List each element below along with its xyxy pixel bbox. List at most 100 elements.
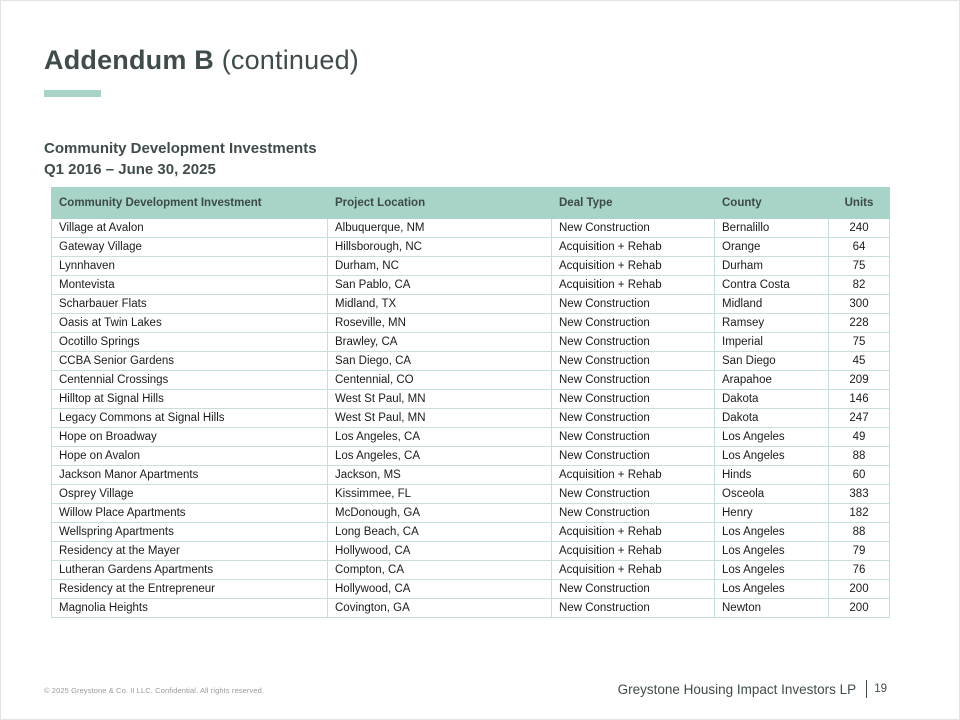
cell-investment: CCBA Senior Gardens (51, 351, 328, 371)
cell-county: Bernalillo (714, 218, 829, 238)
cell-county: Los Angeles (714, 446, 829, 466)
table-row: Residency at the Entrepreneur Hollywood, … (51, 579, 890, 599)
cell-deal-type: New Construction (551, 427, 715, 447)
cell-units: 200 (828, 579, 890, 599)
cell-county: Dakota (714, 389, 829, 409)
cell-investment: Residency at the Entrepreneur (51, 579, 328, 599)
cell-project-location: Long Beach, CA (327, 522, 552, 542)
cell-deal-type: Acquisition + Rehab (551, 541, 715, 561)
cell-project-location: Los Angeles, CA (327, 446, 552, 466)
cell-units: 182 (828, 503, 890, 523)
page-title: Addendum B (continued) (44, 45, 359, 76)
column-header-county: County (714, 187, 829, 219)
cell-project-location: Albuquerque, NM (327, 218, 552, 238)
cell-project-location: West St Paul, MN (327, 408, 552, 428)
copyright-notice: © 2025 Greystone & Co. II LLC. Confident… (44, 686, 265, 695)
cell-investment: Osprey Village (51, 484, 328, 504)
table-row: Residency at the Mayer Hollywood, CA Acqui… (51, 541, 890, 561)
cell-deal-type: New Construction (551, 351, 715, 371)
cell-investment: Residency at the Mayer (51, 541, 328, 561)
subtitle-line-2: Q1 2016 – June 30, 2025 (44, 161, 216, 178)
cell-project-location: Kissimmee, FL (327, 484, 552, 504)
cell-project-location: Hollywood, CA (327, 541, 552, 561)
table-row: CCBA Senior Gardens San Diego, CA New Cons… (51, 351, 890, 371)
cell-project-location: Roseville, MN (327, 313, 552, 333)
cell-county: Los Angeles (714, 541, 829, 561)
cell-county: Los Angeles (714, 560, 829, 580)
cell-units: 228 (828, 313, 890, 333)
column-header-deal-type: Deal Type (551, 187, 715, 219)
cell-units: 76 (828, 560, 890, 580)
cell-deal-type: Acquisition + Rehab (551, 237, 715, 257)
cell-county: Contra Costa (714, 275, 829, 295)
column-header-units: Units (828, 187, 890, 219)
cell-investment: Hilltop at Signal Hills (51, 389, 328, 409)
table-subtitle: Community Development Investments Q1 201… (44, 138, 317, 180)
table-row: Osprey Village Kissimmee, FL New Construct… (51, 484, 890, 504)
cell-county: Osceola (714, 484, 829, 504)
cell-project-location: West St Paul, MN (327, 389, 552, 409)
cell-units: 75 (828, 256, 890, 276)
cell-deal-type: New Construction (551, 408, 715, 428)
table-row: Montevista San Pablo, CA Acquisition + Reh… (51, 275, 890, 295)
cell-investment: Scharbauer Flats (51, 294, 328, 314)
table-row: Ocotillo Springs Brawley, CA New Construct… (51, 332, 890, 352)
cell-project-location: San Pablo, CA (327, 275, 552, 295)
page-number: 19 (874, 683, 887, 695)
cell-investment: Legacy Commons at Signal Hills (51, 408, 328, 428)
cell-deal-type: New Construction (551, 370, 715, 390)
cell-investment: Lynnhaven (51, 256, 328, 276)
cell-units: 88 (828, 522, 890, 542)
title-accent-bar (44, 90, 101, 97)
investments-table: Community Development Investment Project… (51, 187, 890, 618)
cell-units: 88 (828, 446, 890, 466)
table-row: Hope on Avalon Los Angeles, CA New Constru… (51, 446, 890, 466)
cell-project-location: Hillsborough, NC (327, 237, 552, 257)
cell-project-location: Midland, TX (327, 294, 552, 314)
cell-investment: Wellspring Apartments (51, 522, 328, 542)
cell-county: Dakota (714, 408, 829, 428)
cell-units: 82 (828, 275, 890, 295)
footer-divider (866, 680, 868, 698)
cell-county: Imperial (714, 332, 829, 352)
table-row: Lynnhaven Durham, NC Acquisition + Rehab Du… (51, 256, 890, 276)
cell-project-location: McDonough, GA (327, 503, 552, 523)
cell-units: 247 (828, 408, 890, 428)
cell-deal-type: New Construction (551, 598, 715, 618)
cell-investment: Willow Place Apartments (51, 503, 328, 523)
page-title-bold: Addendum B (44, 45, 214, 75)
cell-investment: Jackson Manor Apartments (51, 465, 328, 485)
footer-right: Greystone Housing Impact Investors LP 19 (618, 680, 887, 698)
table-row: Jackson Manor Apartments Jackson, MS Acqui… (51, 465, 890, 485)
cell-project-location: Hollywood, CA (327, 579, 552, 599)
cell-project-location: Brawley, CA (327, 332, 552, 352)
cell-units: 64 (828, 237, 890, 257)
cell-project-location: Durham, NC (327, 256, 552, 276)
table-row: Gateway Village Hillsborough, NC Acquisiti… (51, 237, 890, 257)
cell-units: 383 (828, 484, 890, 504)
cell-deal-type: New Construction (551, 389, 715, 409)
cell-investment: Lutheran Gardens Apartments (51, 560, 328, 580)
cell-project-location: Covington, GA (327, 598, 552, 618)
cell-deal-type: Acquisition + Rehab (551, 465, 715, 485)
cell-project-location: Centennial, CO (327, 370, 552, 390)
cell-investment: Centennial Crossings (51, 370, 328, 390)
cell-county: Henry (714, 503, 829, 523)
table-row: Centennial Crossings Centennial, CO New Co… (51, 370, 890, 390)
cell-deal-type: New Construction (551, 446, 715, 466)
cell-project-location: San Diego, CA (327, 351, 552, 371)
cell-county: Los Angeles (714, 427, 829, 447)
page-title-continued: (continued) (214, 45, 359, 75)
cell-deal-type: Acquisition + Rehab (551, 560, 715, 580)
cell-county: Newton (714, 598, 829, 618)
company-name: Greystone Housing Impact Investors LP (617, 681, 857, 697)
table-row: Wellspring Apartments Long Beach, CA Acqui… (51, 522, 890, 542)
cell-county: Los Angeles (714, 522, 829, 542)
cell-deal-type: New Construction (551, 484, 715, 504)
cell-investment: Hope on Broadway (51, 427, 328, 447)
cell-investment: Gateway Village (51, 237, 328, 257)
cell-deal-type: New Construction (551, 579, 715, 599)
investments-table-container: Community Development Investment Project… (51, 187, 890, 618)
table-row: Hilltop at Signal Hills West St Paul, MN N… (51, 389, 890, 409)
